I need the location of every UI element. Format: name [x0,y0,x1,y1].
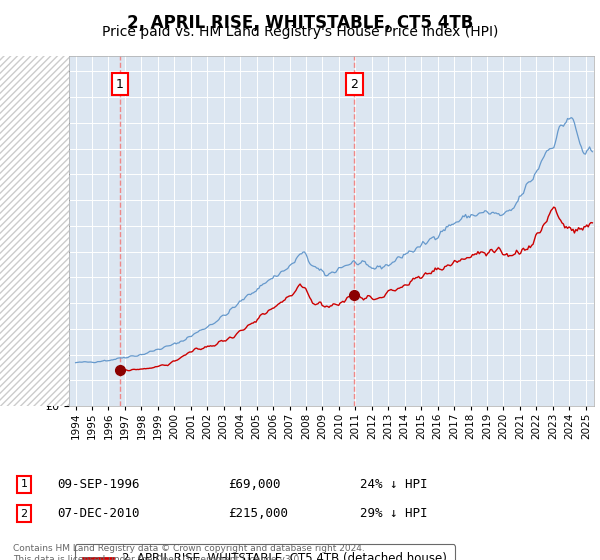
Text: Price paid vs. HM Land Registry's House Price Index (HPI): Price paid vs. HM Land Registry's House … [102,25,498,39]
Text: 09-SEP-1996: 09-SEP-1996 [57,478,139,491]
Text: 2, APRIL RISE, WHITSTABLE, CT5 4TB: 2, APRIL RISE, WHITSTABLE, CT5 4TB [127,14,473,32]
Text: 24% ↓ HPI: 24% ↓ HPI [360,478,427,491]
Text: 2: 2 [350,77,358,91]
Text: 29% ↓ HPI: 29% ↓ HPI [360,507,427,520]
Text: 2: 2 [20,508,28,519]
Text: £69,000: £69,000 [228,478,281,491]
Text: £215,000: £215,000 [228,507,288,520]
Text: 07-DEC-2010: 07-DEC-2010 [57,507,139,520]
Text: Contains HM Land Registry data © Crown copyright and database right 2024.
This d: Contains HM Land Registry data © Crown c… [13,544,365,560]
Legend: 2, APRIL RISE, WHITSTABLE, CT5 4TB (detached house), HPI: Average price, detache: 2, APRIL RISE, WHITSTABLE, CT5 4TB (deta… [75,544,455,560]
Text: 1: 1 [20,479,28,489]
Text: 1: 1 [116,77,124,91]
